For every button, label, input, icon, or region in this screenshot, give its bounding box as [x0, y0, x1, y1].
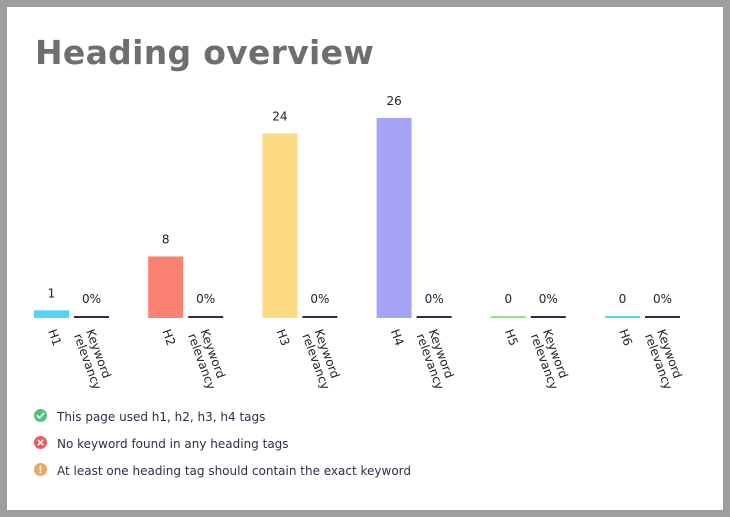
bar-value-label: 24	[272, 109, 287, 123]
keyword-value-label: 0%	[539, 292, 558, 306]
bar-value-label: 8	[162, 232, 170, 246]
keyword-bar-h1	[74, 316, 109, 318]
note-text: At least one heading tag should contain …	[57, 464, 412, 478]
keyword-bar-h6	[645, 316, 680, 318]
tick-label: H6	[616, 327, 635, 347]
report-panel: Heading overview 1 0% H1 Keywordrelevancy 8 0…	[7, 7, 723, 510]
cross-icon	[34, 436, 47, 449]
bar-value-label: 0	[619, 292, 627, 306]
bar-h5	[490, 316, 526, 318]
bar-h4	[376, 118, 412, 318]
heading-bar-chart: 1 0% H1 Keywordrelevancy 8 0% H2 Keywordrelevan…	[34, 94, 687, 391]
page-title: Heading overview	[35, 33, 375, 72]
exclamation-icon	[34, 463, 47, 476]
bar-h6	[605, 316, 640, 318]
bar-value-label: 26	[386, 94, 401, 108]
keyword-bar-h5	[530, 316, 566, 318]
tick-label: H3	[274, 327, 293, 347]
keyword-value-label: 0%	[196, 292, 215, 306]
tick-label: H5	[502, 327, 521, 347]
keyword-value-label: 0%	[82, 292, 101, 306]
tick-label: H4	[388, 327, 407, 347]
tick-label: H1	[45, 327, 64, 347]
keyword-value-label: 0%	[425, 292, 444, 306]
bar-h2	[148, 256, 184, 318]
keyword-value-label: 0%	[310, 292, 329, 306]
tick-label: Keywordrelevancy	[528, 327, 573, 391]
tick-label: Keywordrelevancy	[71, 327, 116, 391]
keyword-bar-h3	[302, 316, 338, 318]
tick-label: Keywordrelevancy	[414, 327, 459, 391]
bar-value-label: 1	[48, 286, 56, 300]
keyword-bar-h2	[188, 316, 224, 318]
check-icon	[34, 409, 47, 422]
tick-label: Keywordrelevancy	[185, 327, 230, 391]
tick-label: Keywordrelevancy	[299, 327, 344, 391]
bar-value-label: 0	[504, 292, 512, 306]
note-text: No keyword found in any heading tags	[57, 437, 289, 451]
keyword-bar-h4	[416, 316, 452, 318]
keyword-value-label: 0%	[653, 292, 672, 306]
tick-label: H2	[159, 327, 178, 347]
tick-label: Keywordrelevancy	[642, 327, 687, 391]
bar-h1	[34, 310, 69, 318]
bar-h3	[262, 133, 298, 318]
note-text: This page used h1, h2, h3, h4 tags	[57, 410, 266, 424]
